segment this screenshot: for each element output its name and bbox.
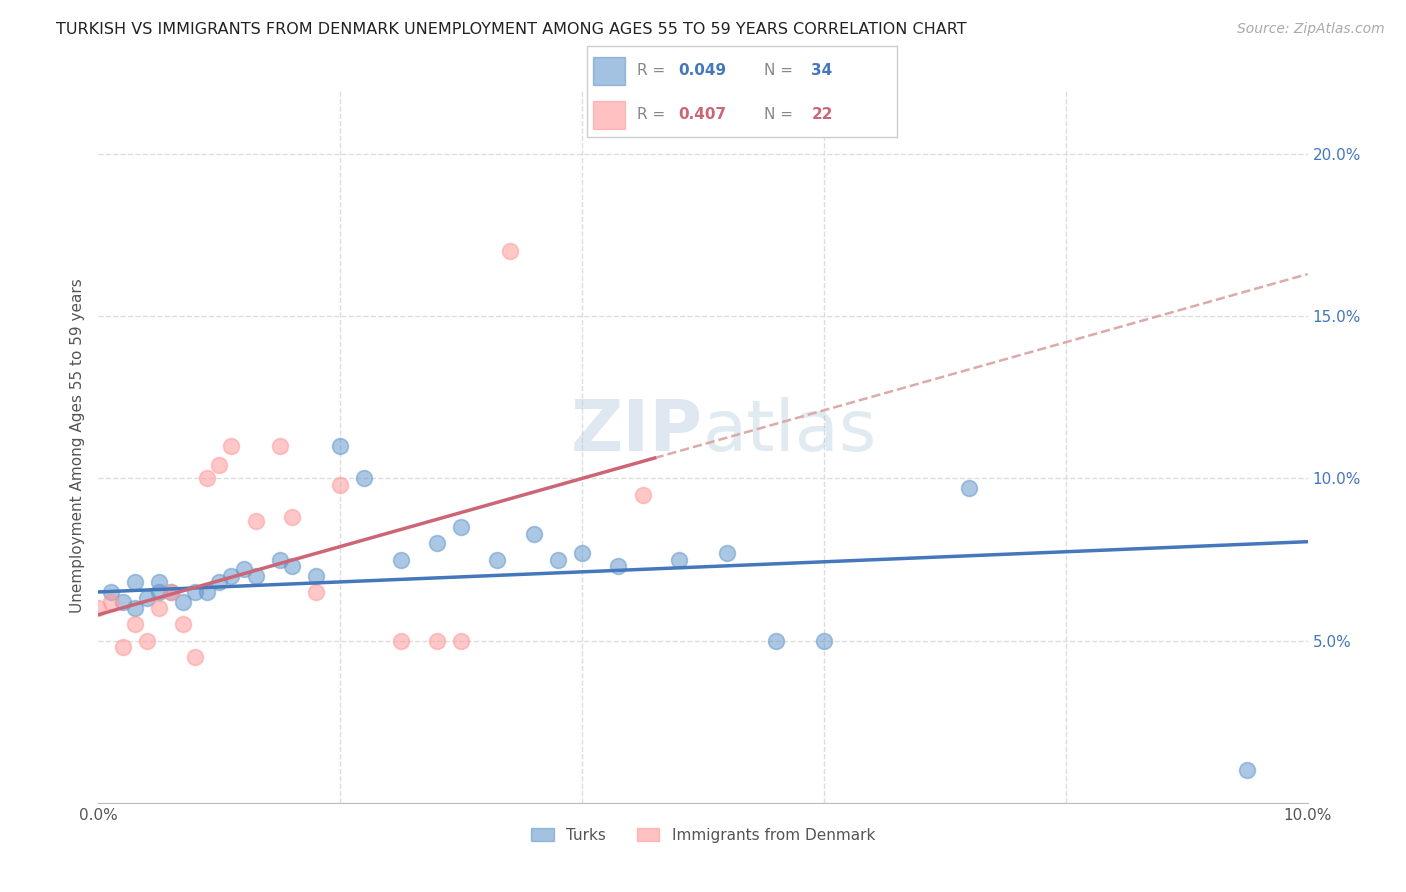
Point: [208, 458, 231, 473]
Point: [957, 481, 980, 495]
Point: [160, 585, 183, 599]
Point: [329, 439, 352, 453]
Point: [523, 526, 546, 541]
Point: [124, 617, 146, 632]
Point: [111, 640, 134, 654]
Text: R =: R =: [637, 107, 671, 122]
Text: 22: 22: [811, 107, 832, 122]
Bar: [593, 101, 624, 129]
Point: [281, 559, 304, 574]
Text: ZIP: ZIP: [571, 397, 703, 467]
Point: [305, 585, 328, 599]
Point: [232, 562, 254, 576]
FancyBboxPatch shape: [586, 45, 897, 137]
Point: [547, 552, 569, 566]
Point: [716, 546, 738, 560]
Point: [87, 601, 110, 615]
Text: TURKISH VS IMMIGRANTS FROM DENMARK UNEMPLOYMENT AMONG AGES 55 TO 59 YEARS CORREL: TURKISH VS IMMIGRANTS FROM DENMARK UNEMP…: [56, 22, 967, 37]
Point: [135, 633, 157, 648]
Point: [269, 439, 291, 453]
Point: [269, 552, 291, 566]
Point: [172, 617, 194, 632]
Point: [450, 633, 472, 648]
Text: Source: ZipAtlas.com: Source: ZipAtlas.com: [1237, 22, 1385, 37]
Point: [631, 488, 654, 502]
Point: [353, 471, 375, 485]
Legend: Turks, Immigrants from Denmark: Turks, Immigrants from Denmark: [524, 822, 882, 848]
Point: [172, 595, 194, 609]
Point: [281, 510, 304, 524]
Point: [124, 601, 146, 615]
Point: [208, 575, 231, 590]
Point: [813, 633, 835, 648]
Point: [184, 585, 207, 599]
Point: [221, 568, 243, 582]
Point: [124, 575, 146, 590]
Point: [305, 568, 328, 582]
Point: [148, 601, 170, 615]
Text: 0.049: 0.049: [678, 63, 727, 78]
Point: [1236, 764, 1258, 778]
Point: [148, 575, 170, 590]
Point: [135, 591, 157, 606]
Point: [111, 595, 134, 609]
Y-axis label: Unemployment Among Ages 55 to 59 years: Unemployment Among Ages 55 to 59 years: [69, 278, 84, 614]
Text: 34: 34: [811, 63, 832, 78]
Point: [100, 595, 122, 609]
Point: [221, 439, 243, 453]
Point: [498, 244, 520, 259]
Point: [245, 568, 267, 582]
Point: [195, 585, 218, 599]
Point: [329, 478, 352, 492]
Point: [450, 520, 472, 534]
Bar: [593, 57, 624, 85]
Point: [195, 471, 218, 485]
Point: [668, 552, 690, 566]
Text: N =: N =: [763, 107, 797, 122]
Point: [160, 585, 183, 599]
Point: [389, 633, 412, 648]
Point: [426, 536, 449, 550]
Point: [148, 585, 170, 599]
Text: atlas: atlas: [703, 397, 877, 467]
Point: [100, 585, 122, 599]
Point: [486, 552, 509, 566]
Text: R =: R =: [637, 63, 671, 78]
Point: [389, 552, 412, 566]
Text: 0.407: 0.407: [678, 107, 727, 122]
Point: [607, 559, 630, 574]
Point: [245, 514, 267, 528]
Point: [765, 633, 787, 648]
Text: N =: N =: [763, 63, 797, 78]
Point: [184, 649, 207, 664]
Point: [571, 546, 593, 560]
Point: [426, 633, 449, 648]
